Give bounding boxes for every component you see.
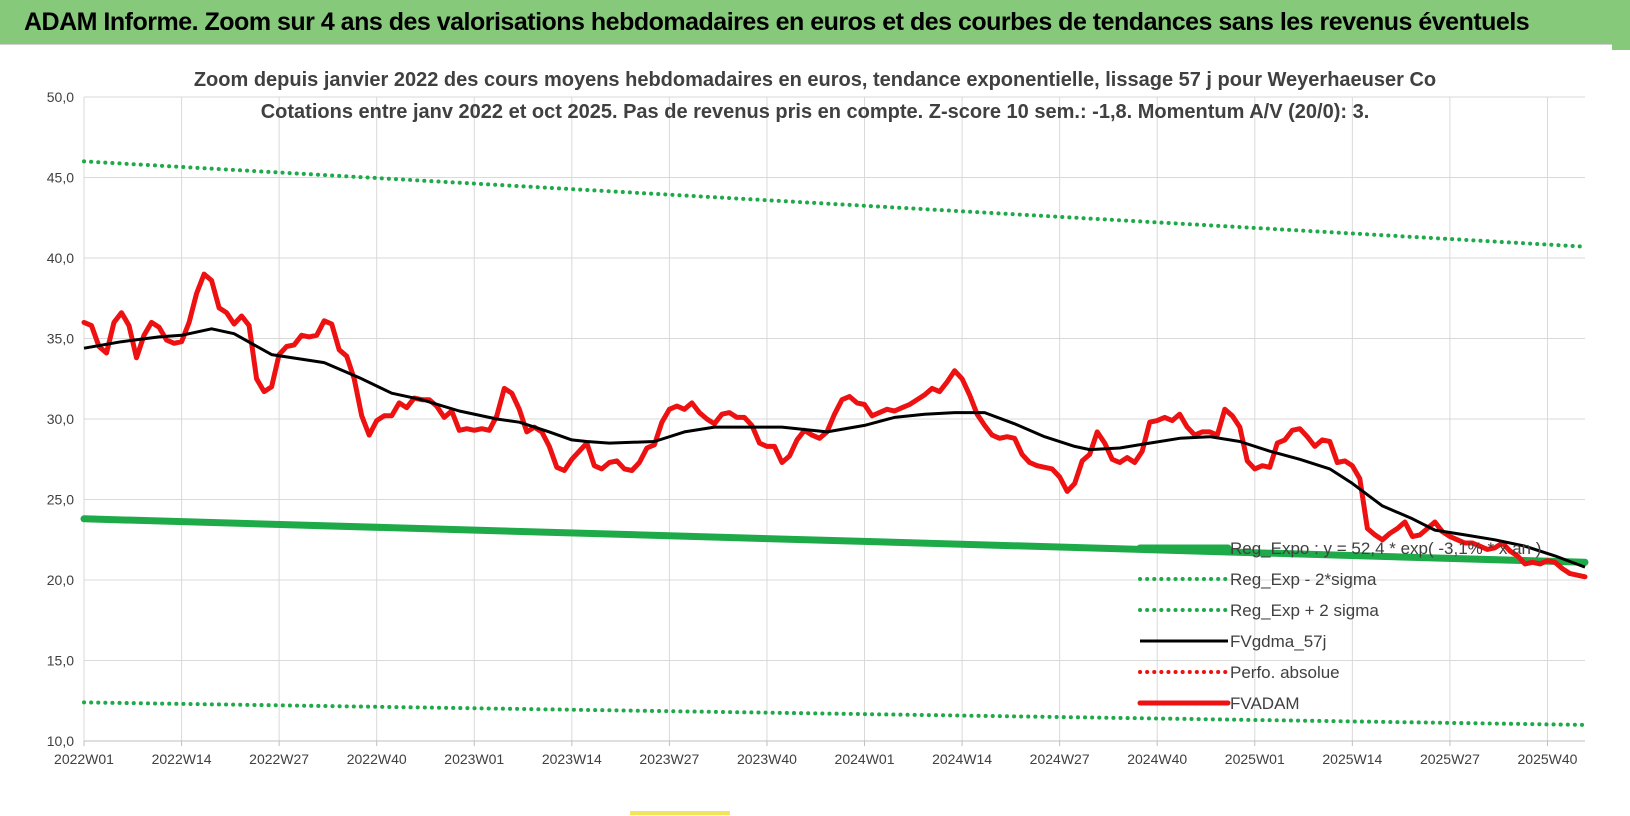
x-tick-label: 2022W27: [249, 751, 309, 767]
x-tick-label: 2023W01: [444, 751, 504, 767]
x-tick-label: 2022W01: [54, 751, 114, 767]
y-tick-label: 40,0: [47, 250, 74, 266]
x-tick-label: 2022W40: [347, 751, 407, 767]
x-tick-label: 2024W27: [1030, 751, 1090, 767]
chart-subtitle: Cotations entre janv 2022 et oct 2025. P…: [261, 101, 1370, 123]
y-tick-label: 30,0: [47, 411, 74, 427]
legend-label-reg-plus-2sigma-line: Reg_Exp + 2 sigma: [1230, 601, 1379, 620]
x-tick-label: 2023W27: [639, 751, 699, 767]
chart-frame: [0, 44, 1630, 816]
legend-label-fvadam-line: FVADAM: [1230, 694, 1300, 713]
reg-minus-2sigma-line: [82, 700, 1587, 727]
legend-label-reg-minus-2sigma-line: Reg_Exp - 2*sigma: [1230, 570, 1377, 589]
legend: Reg_Expo : y = 52,4 * exp( -3,1% * x an …: [1136, 539, 1541, 713]
legend-label-fvgdma-57j-line: FVgdma_57j: [1230, 632, 1326, 651]
corner-accent: [1612, 44, 1630, 50]
reg-expo-line: [80, 515, 1589, 566]
x-tick-label: 2025W14: [1322, 751, 1382, 767]
bottom-accent: [630, 811, 730, 815]
report-banner: ADAM Informe. Zoom sur 4 ans des valoris…: [0, 0, 1630, 45]
x-tick-label: 2024W01: [835, 751, 895, 767]
y-tick-label: 15,0: [47, 653, 74, 669]
axis-layer: 10,0 15,0 20,0 25,0 30,0 35,0 40,0 45,0 50,0 2022…: [47, 89, 1585, 767]
reg-plus-2sigma-line: [82, 159, 1587, 249]
legend-label-reg-expo-line: Reg_Expo : y = 52,4 * exp( -3,1% * x an …: [1230, 539, 1541, 558]
series-layer: [80, 159, 1589, 727]
y-tick-label: 35,0: [47, 331, 74, 347]
x-tick-label: 2025W40: [1518, 751, 1578, 767]
x-tick-label: 2025W27: [1420, 751, 1480, 767]
x-tick-label: 2024W14: [932, 751, 992, 767]
y-tick-label: 45,0: [47, 170, 74, 186]
x-tick-label: 2023W40: [737, 751, 797, 767]
x-tick-label: 2022W14: [152, 751, 212, 767]
y-tick-label: 10,0: [47, 733, 74, 749]
fvadam-line: [81, 271, 1588, 580]
chart-title: Zoom depuis janvier 2022 des cours moyen…: [194, 69, 1436, 91]
y-tick-label: 25,0: [47, 492, 74, 508]
fvgdma-57j-line: [83, 327, 1586, 569]
legend-label-perfo-absolue-line: Perfo. absolue: [1230, 663, 1340, 682]
x-tick-label: 2023W14: [542, 751, 602, 767]
y-tick-label: 50,0: [47, 89, 74, 105]
report-title: ADAM Informe. Zoom sur 4 ans des valoris…: [24, 8, 1530, 36]
x-tick-label: 2025W01: [1225, 751, 1285, 767]
y-tick-label: 20,0: [47, 572, 74, 588]
x-tick-label: 2024W40: [1127, 751, 1187, 767]
